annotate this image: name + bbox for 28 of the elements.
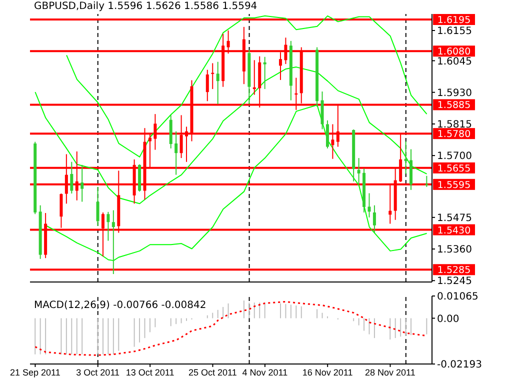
ref-line-label: 1.5780 [437,129,471,140]
chart-title: GBPUSD,Daily 1.5596 1.5626 1.5586 1.5594 [34,1,258,12]
y-tick-label: 1.5700 [437,151,472,162]
x-tick-label: 3 Oct 2011 [76,367,120,378]
x-tick-label: 13 Oct 2011 [126,367,174,378]
y-tick-label: 1.6045 [437,56,472,68]
ref-line-label: 1.6080 [437,46,471,58]
y-tick-label: -0.02193 [437,360,482,371]
x-tick-label: 4 Nov 2011 [242,367,288,378]
y-tick-label: 1.5475 [437,212,472,224]
x-tick-label: 25 Oct 2011 [188,367,237,378]
y-tick-label: 0.01065 [437,292,478,303]
y-tick-label: 1.5245 [437,276,472,288]
ref-line-label: 1.5595 [437,180,471,191]
y-tick-label: 1.5815 [437,120,472,130]
x-tick-label: 21 Sep 2011 [10,367,60,378]
ref-line-label: 1.6195 [437,14,471,26]
x-tick-label: 28 Nov 2011 [365,367,416,378]
y-tick-label: 0.00 [437,314,460,325]
ref-line-label: 1.5285 [437,265,471,276]
chart-title: MACD(12,26,9) -0.00766 -0.00842 [34,300,206,311]
ref-line-label: 1.5885 [437,100,471,112]
y-tick-label: 1.5360 [437,244,472,256]
y-tick-label: 1.5930 [437,88,472,99]
y-tick-label: 1.6155 [437,26,472,38]
x-tick-label: 16 Nov 2011 [302,367,353,378]
ref-line-label: 1.5655 [437,163,471,174]
ref-line-label: 1.5430 [437,225,471,236]
